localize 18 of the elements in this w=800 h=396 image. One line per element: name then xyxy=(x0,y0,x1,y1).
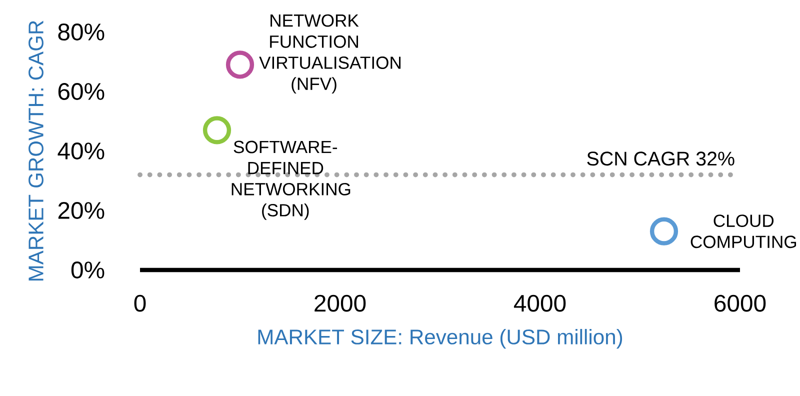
x-tick-label: 4000 xyxy=(514,294,566,312)
y-axis-title: MARKET GROWTH: CAGR xyxy=(28,20,44,280)
point xyxy=(650,217,678,246)
x-tick-label: 2000 xyxy=(314,294,366,312)
x-tick-label: 6000 xyxy=(714,294,766,312)
point xyxy=(226,50,254,79)
x-axis-title: MARKET SIZE: Revenue (USD million) xyxy=(258,328,622,349)
y-tick-label: 0% xyxy=(71,262,104,278)
series-label: NETWORK FUNCTION VIRTUALISATION (NFV) xyxy=(259,14,401,94)
y-tick-label: 20% xyxy=(58,202,104,219)
y-tick-label: 60% xyxy=(58,83,104,100)
point xyxy=(202,116,232,144)
y-tick-label: 80% xyxy=(58,24,104,40)
series-label: SOFTWARE-DEFINED NETWORKING (SDN) xyxy=(232,140,350,220)
ref-line-label: SCN CAGR 32% xyxy=(587,152,734,166)
x-tick-label: 0 xyxy=(134,294,146,312)
y-tick-label: 40% xyxy=(58,142,104,160)
legend-label: CLOUD COMPUTING xyxy=(690,214,796,248)
